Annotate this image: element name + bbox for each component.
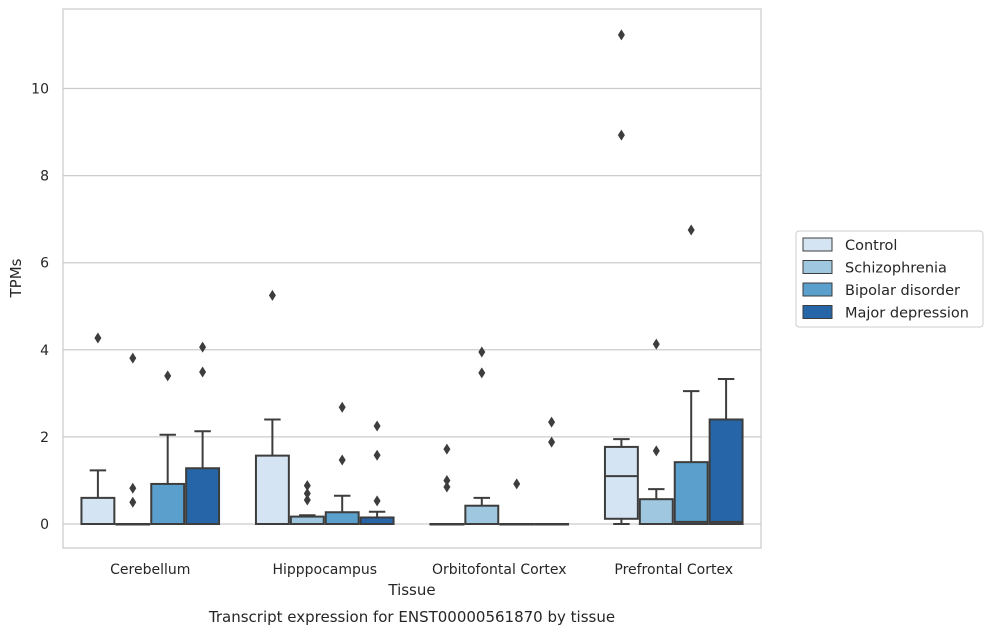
y-tick-labels: 0 2 4 6 8 10 xyxy=(31,82,49,534)
outlier-point xyxy=(199,366,207,378)
x-tick-label: Orbitofontal Cortex xyxy=(432,562,567,578)
y-tick-label: 4 xyxy=(40,343,49,359)
box-2-2 xyxy=(499,478,535,526)
box-0-3 xyxy=(603,29,639,525)
box-body xyxy=(185,467,221,526)
outlier-point xyxy=(129,496,137,508)
box-0-2 xyxy=(429,443,465,526)
box-3-2 xyxy=(534,416,570,526)
box-2-3 xyxy=(673,224,709,525)
box-3-1 xyxy=(359,420,395,526)
boxes xyxy=(80,29,744,526)
x-tick-labels: Cerebellum Hipppocampus Orbitofontal Corte… xyxy=(110,562,733,578)
outlier-point xyxy=(164,370,172,382)
outlier-point xyxy=(548,416,556,428)
chart-caption: Transcript expression for ENST0000056187… xyxy=(208,608,615,626)
outlier-point xyxy=(443,481,451,493)
box-2-1 xyxy=(324,401,360,526)
box-body xyxy=(80,496,116,525)
outlier-point xyxy=(94,332,102,344)
legend-label: Bipolar disorder xyxy=(845,283,960,299)
legend-swatch xyxy=(802,260,833,274)
legend-label: Schizophrenia xyxy=(845,261,947,277)
box-body xyxy=(254,454,290,525)
y-axis-label: TPMs xyxy=(7,258,25,298)
outlier-point xyxy=(478,346,486,358)
y-tick-label: 10 xyxy=(31,82,49,98)
outlier-point xyxy=(303,480,311,492)
legend: Control Schizophrenia Bipolar disorder Majo… xyxy=(795,230,984,328)
legend-label: Control xyxy=(845,238,897,254)
box-3-0 xyxy=(185,341,221,526)
legend-frame xyxy=(795,230,984,328)
legend-swatch xyxy=(802,282,833,297)
outlier-point xyxy=(443,443,451,455)
outlier-point xyxy=(268,289,276,301)
legend-swatch xyxy=(802,237,833,252)
y-tick-label: 8 xyxy=(40,169,49,185)
x-axis-label: Tissue xyxy=(387,581,435,599)
box-body xyxy=(638,498,674,526)
legend-swatch xyxy=(802,305,833,319)
outlier-point xyxy=(199,341,207,353)
outlier-point xyxy=(129,482,137,494)
plot-frame xyxy=(62,8,762,549)
y-tick-label: 2 xyxy=(40,430,49,446)
x-tick-label: Hipppocampus xyxy=(272,562,377,578)
box-2-0 xyxy=(150,370,186,525)
box-body xyxy=(464,504,500,526)
box-body xyxy=(603,445,639,520)
outlier-point xyxy=(373,420,381,432)
outlier-point xyxy=(338,401,346,413)
box-body xyxy=(150,482,186,525)
outlier-point xyxy=(687,224,695,236)
outlier-point xyxy=(443,474,451,486)
box-1-2 xyxy=(464,346,500,526)
outlier-point xyxy=(303,494,311,506)
box-body xyxy=(708,418,744,526)
outlier-point xyxy=(129,352,137,364)
outlier-point xyxy=(303,488,311,500)
box-body xyxy=(673,461,709,525)
outlier-point xyxy=(373,449,381,461)
box-3-3 xyxy=(708,377,744,526)
outlier-point xyxy=(513,478,521,490)
box-1-0 xyxy=(115,352,151,526)
outlier-point xyxy=(548,436,556,448)
outlier-point xyxy=(338,454,346,466)
legend-label: Major depression xyxy=(845,306,969,322)
box-body xyxy=(324,511,360,526)
outlier-point xyxy=(478,367,486,379)
y-tick-label: 6 xyxy=(40,256,49,272)
box-1-1 xyxy=(289,480,325,525)
outlier-point xyxy=(652,445,660,457)
outlier-point xyxy=(617,29,625,41)
box-1-3 xyxy=(638,338,674,526)
box-body xyxy=(289,515,325,525)
box-0-1 xyxy=(254,289,290,525)
outlier-point xyxy=(617,129,625,141)
outlier-point xyxy=(373,495,381,507)
y-tick-label: 0 xyxy=(40,517,49,533)
x-tick-label: Prefrontal Cortex xyxy=(614,562,733,578)
box-0-0 xyxy=(80,332,116,525)
outlier-point xyxy=(652,338,660,350)
x-tick-label: Cerebellum xyxy=(110,562,190,578)
